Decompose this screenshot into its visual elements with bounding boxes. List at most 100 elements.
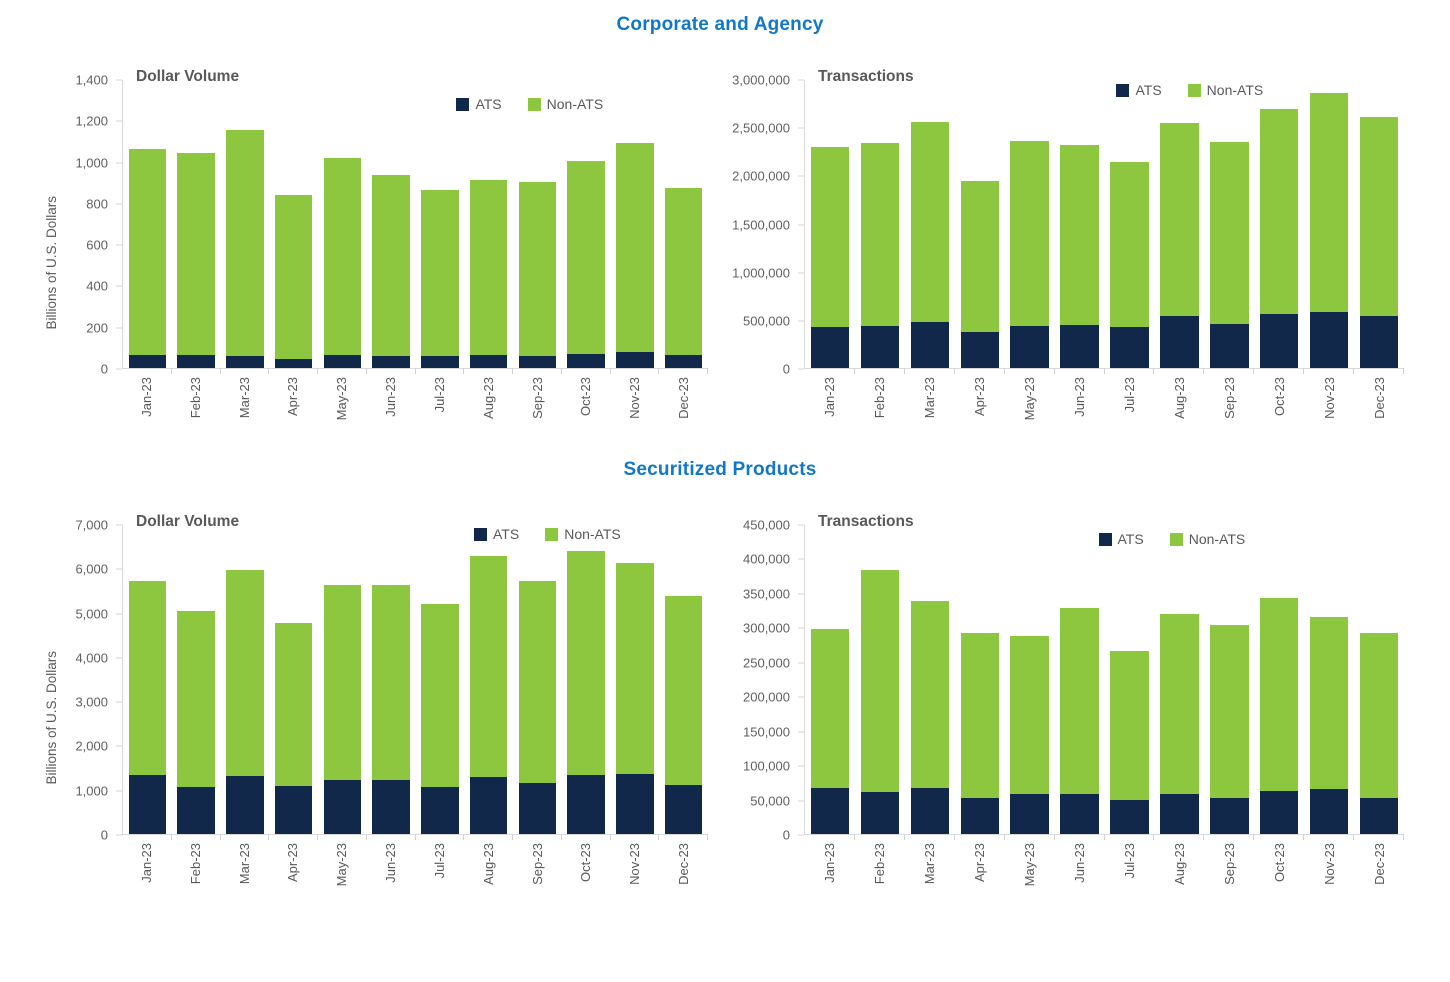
legend: ATS Non-ATS xyxy=(1098,531,1245,547)
legend-label: ATS xyxy=(475,96,502,112)
x-axis-label-cell: Feb-23 xyxy=(171,835,220,911)
plot-area: Dollar Volume ATS Non-ATS xyxy=(122,68,708,374)
x-axis-label-cell: May-23 xyxy=(1004,835,1054,911)
bar-segment-ats xyxy=(1110,326,1149,368)
x-tick-mark xyxy=(903,834,905,840)
bar-group xyxy=(416,80,465,374)
legend-label: ATS xyxy=(1135,82,1162,98)
x-axis-label-cell: Mar-23 xyxy=(904,369,954,445)
y-tick-label: 4,000 xyxy=(75,650,108,666)
bar-segment-ats xyxy=(1210,798,1249,834)
x-axis-label: Sep-23 xyxy=(529,843,545,885)
x-tick-mark xyxy=(463,368,465,374)
x-tick-mark xyxy=(609,368,611,374)
bar-segment-non-ats xyxy=(567,550,605,775)
x-axis-label: Dec-23 xyxy=(1371,843,1387,885)
x-tick-mark xyxy=(1103,368,1105,374)
y-tick-label: 250,000 xyxy=(743,655,790,671)
bar-group xyxy=(1005,525,1055,840)
x-axis-labels: Jan-23 Feb-23 Mar-23 Apr-23 May-23 Jun-23 Jul-… xyxy=(804,369,1404,445)
y-tick-mark xyxy=(116,79,122,81)
bar-group xyxy=(318,525,367,840)
bar-segment-ats xyxy=(567,774,605,834)
bar-segment-ats xyxy=(1160,793,1199,834)
x-axis-label-cell: Jun-23 xyxy=(1054,369,1104,445)
y-tick-mark xyxy=(798,224,804,225)
chart-corporate-dollar-volume: Billions of U.S. Dollars 0 200 400 600 800 1,… xyxy=(38,68,708,445)
bar-segment-non-ats xyxy=(1359,116,1399,316)
y-tick-mark xyxy=(116,613,122,615)
legend-item: Non-ATS xyxy=(1169,531,1245,547)
bar-group xyxy=(1105,80,1155,374)
bar-segment-ats xyxy=(960,332,999,368)
x-axis-label: Aug-23 xyxy=(480,377,496,419)
y-axis-tick-labels: 0 1,000 2,000 3,000 4,000 5,000 6,000 7,000 xyxy=(64,519,122,842)
bar-segment-non-ats xyxy=(1260,108,1299,314)
y-tick-label: 200 xyxy=(86,320,108,336)
x-axis-label: May-23 xyxy=(1021,377,1037,421)
x-axis-label: May-23 xyxy=(1021,843,1037,887)
plot-row: 0 50,000 100,000 150,000 200,000 250,000 300,0… xyxy=(724,513,1405,842)
bar-segment-non-ats xyxy=(323,158,362,355)
x-axis-label-cell: Oct-23 xyxy=(561,835,610,911)
x-tick-mark xyxy=(1053,368,1055,374)
x-axis-label: Oct-23 xyxy=(1271,843,1287,883)
legend-item: Non-ATS xyxy=(545,526,621,542)
x-axis-label-cell: Mar-23 xyxy=(904,835,954,911)
x-axis-label-cell: Sep-23 xyxy=(1204,835,1254,911)
plot-row: 0 500,000 1,000,000 1,500,000 2,000,000 2,500… xyxy=(724,68,1405,376)
stacked-bar xyxy=(960,525,999,834)
stacked-bar xyxy=(323,525,362,834)
stacked-bar xyxy=(1060,525,1099,834)
y-axis-title: Billions of U.S. Dollars xyxy=(43,651,59,785)
bar-segment-ats xyxy=(323,354,362,368)
x-tick-mark xyxy=(707,368,708,374)
stacked-bar xyxy=(1110,80,1149,368)
y-tick-mark xyxy=(116,790,122,792)
legend-item: ATS xyxy=(1098,531,1144,547)
chart-main: 0 50,000 100,000 150,000 200,000 250,000 300,0… xyxy=(724,513,1405,911)
bar-segment-ats xyxy=(518,783,557,834)
bar-segment-ats xyxy=(810,788,850,834)
legend-label: ATS xyxy=(1117,531,1144,547)
stacked-bar xyxy=(860,525,900,834)
x-axis-label-cell: Nov-23 xyxy=(610,835,659,911)
x-tick-mark xyxy=(1403,834,1405,840)
bar-group xyxy=(905,80,955,374)
stacked-bar xyxy=(323,80,362,368)
x-tick-mark xyxy=(560,368,562,374)
bar-group xyxy=(905,525,955,840)
x-tick-mark xyxy=(512,368,513,374)
bar-group xyxy=(855,525,905,840)
plot-area: Transactions ATS Non-ATS xyxy=(804,513,1405,840)
legend-item: ATS xyxy=(474,526,519,542)
bar-segment-non-ats xyxy=(810,146,850,327)
x-axis-label: Jul-23 xyxy=(431,377,447,413)
stacked-bar xyxy=(810,80,850,368)
bar-segment-ats xyxy=(616,773,654,834)
y-tick-mark xyxy=(116,524,122,526)
x-axis-label: Feb-23 xyxy=(871,843,887,885)
bar-segment-non-ats xyxy=(860,570,900,793)
bar-segment-ats xyxy=(960,797,999,834)
x-axis-label: Jun-23 xyxy=(383,843,399,883)
bar-segment-ats xyxy=(469,355,508,368)
bar-group xyxy=(805,80,855,374)
non-ats-legend-swatch xyxy=(1187,83,1201,97)
stacked-bar xyxy=(1359,80,1399,368)
chart-securitized-transactions: 0 50,000 100,000 150,000 200,000 250,000 300,0… xyxy=(724,513,1405,911)
x-axis-label-cell: May-23 xyxy=(317,835,366,911)
x-axis-label: Feb-23 xyxy=(187,377,203,419)
x-axis-label: Jan-23 xyxy=(821,377,837,417)
x-axis-label-cell: Nov-23 xyxy=(1304,369,1354,445)
stacked-bar xyxy=(910,525,950,834)
bar-group xyxy=(464,80,513,374)
ats-legend-swatch xyxy=(456,97,470,111)
x-tick-mark xyxy=(1303,834,1305,840)
bar-group xyxy=(1105,525,1155,840)
stacked-bar xyxy=(518,525,557,834)
bar-segment-non-ats xyxy=(323,584,362,780)
bar-segment-non-ats xyxy=(1260,598,1299,791)
stacked-bar xyxy=(1210,80,1249,368)
stacked-bar xyxy=(1359,525,1399,834)
